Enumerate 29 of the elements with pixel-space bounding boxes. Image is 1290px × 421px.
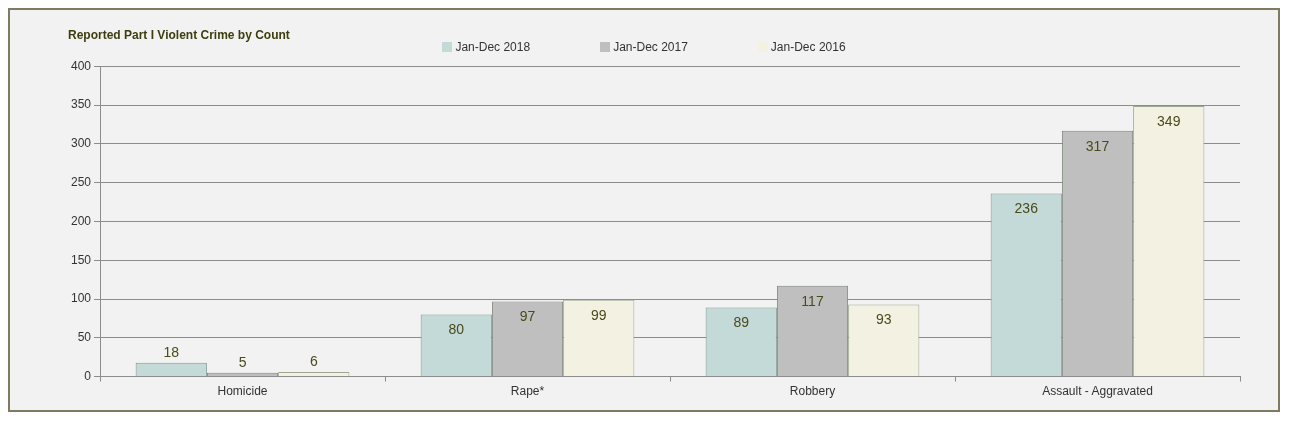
x-tick-label: Assault - Aggravated: [1042, 384, 1153, 399]
data-label: 349: [1157, 112, 1181, 129]
data-label: 117: [801, 292, 824, 309]
legend-label: Jan-Dec 2017: [613, 40, 688, 54]
y-tick-label: 50: [77, 330, 92, 345]
data-label: 93: [875, 311, 892, 328]
data-label: 6: [309, 352, 318, 369]
y-tick-label: 150: [70, 252, 92, 267]
legend-label: Jan-Dec 2016: [770, 40, 846, 54]
legend-label: Jan-Dec 2018: [455, 40, 531, 54]
data-label: 317: [1085, 137, 1110, 154]
x-tick-label: Rape*: [510, 384, 545, 399]
data-label: 18: [163, 343, 180, 360]
x-tick-label: Homicide: [217, 384, 268, 399]
y-tick-label: 400: [70, 58, 92, 73]
data-label: 97: [519, 308, 536, 325]
chart-title: Reported Part I Violent Crime by Count: [68, 27, 290, 42]
data-label: 99: [590, 306, 607, 323]
x-tick-label: Robbery: [789, 384, 836, 399]
data-label: 80: [448, 321, 465, 338]
y-tick-label: 250: [70, 175, 92, 190]
data-label: 89: [733, 314, 750, 331]
data-label: 236: [1014, 200, 1039, 217]
y-tick-label: 200: [70, 213, 92, 228]
y-tick-label: 350: [70, 97, 92, 112]
data-label: 5: [238, 353, 247, 370]
y-tick-label: 300: [70, 136, 92, 151]
y-tick-label: 100: [70, 291, 92, 306]
y-tick-label: 0: [84, 368, 92, 383]
